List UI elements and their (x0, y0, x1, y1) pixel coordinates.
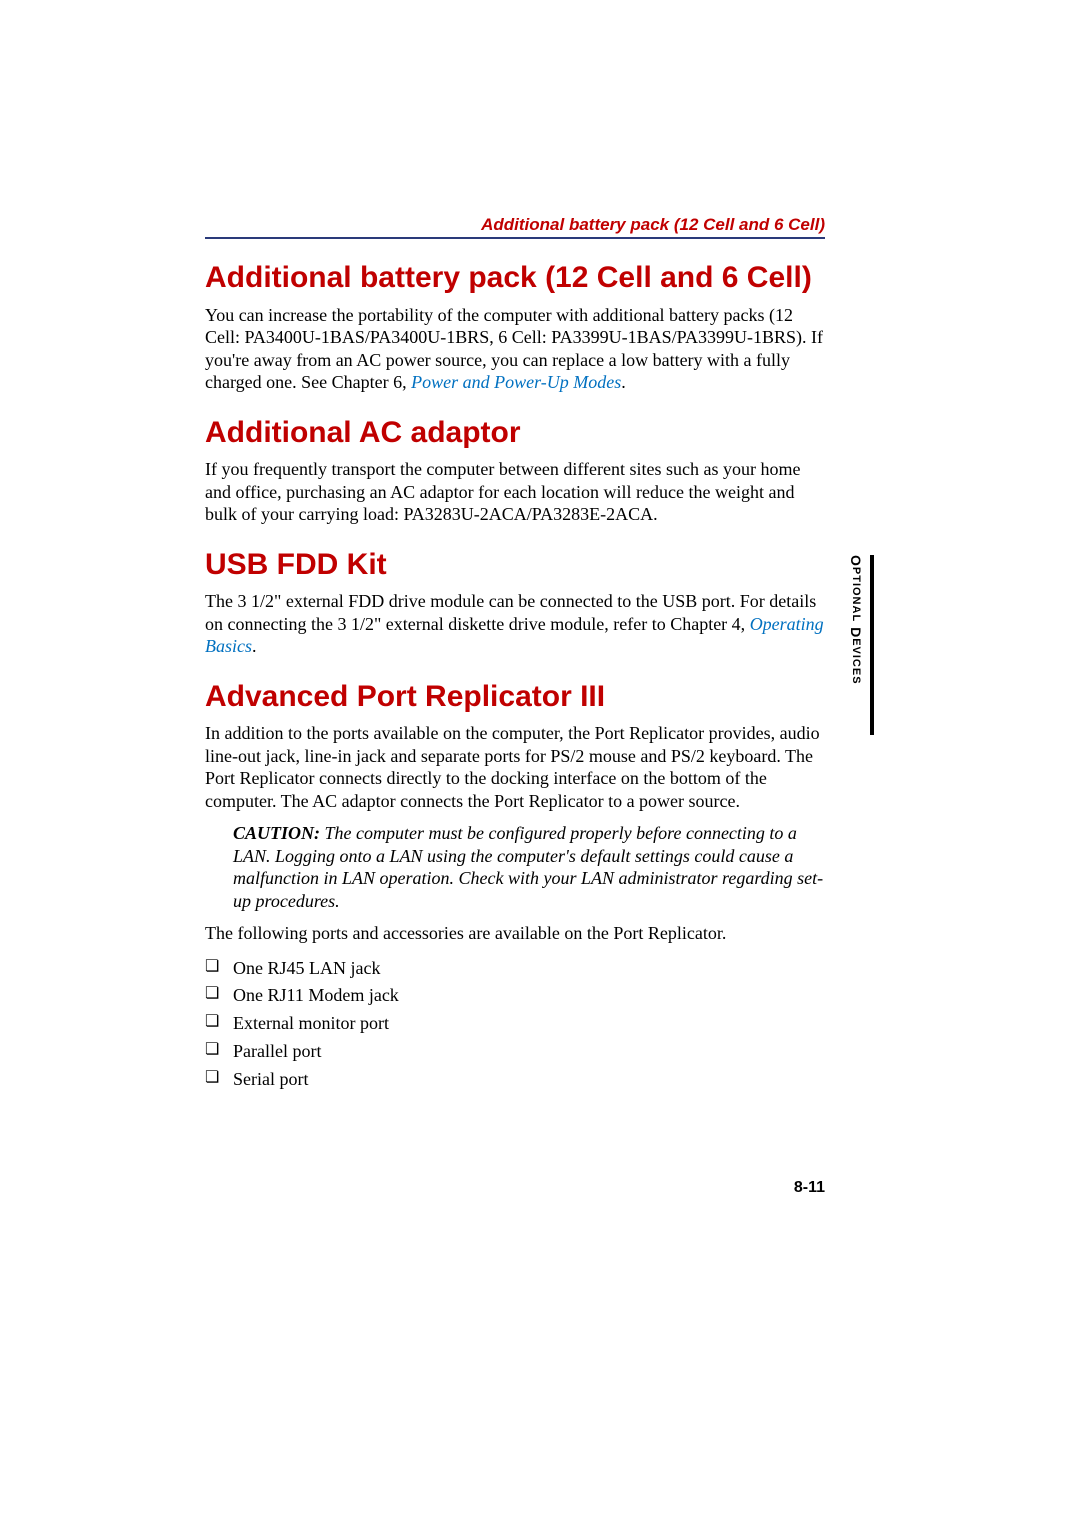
caution-block: CAUTION: The computer must be configured… (233, 822, 825, 912)
page-number: 8-11 (794, 1179, 825, 1197)
text-fragment: EVICES (850, 638, 862, 684)
paragraph-ac: If you frequently transport the computer… (205, 458, 825, 526)
caution-label: CAUTION: (233, 823, 320, 843)
caution-body: The computer must be configured properly… (233, 823, 823, 911)
heading-usb-fdd: USB FDD Kit (205, 548, 825, 583)
text-fragment: O (848, 555, 864, 567)
list-item: One RJ45 LAN jack (205, 955, 825, 983)
list-item: Serial port (205, 1066, 825, 1094)
list-item: One RJ11 Modem jack (205, 982, 825, 1010)
list-item: External monitor port (205, 1010, 825, 1038)
document-page: Additional battery pack (12 Cell and 6 C… (205, 215, 825, 1094)
running-header: Additional battery pack (12 Cell and 6 C… (205, 215, 825, 239)
text-fragment: . (621, 372, 626, 392)
paragraph-fdd: The 3 1/2" external FDD drive module can… (205, 590, 825, 658)
side-tab-label: OPTIONAL DEVICES (848, 555, 864, 685)
text-fragment: . (252, 636, 257, 656)
heading-battery-pack: Additional battery pack (12 Cell and 6 C… (205, 261, 825, 296)
side-tab: OPTIONAL DEVICES (848, 555, 874, 735)
text-fragment: PTIONAL (850, 567, 862, 622)
paragraph-ports-intro: The following ports and accessories are … (205, 922, 825, 945)
text-fragment: The 3 1/2" external FDD drive module can… (205, 591, 816, 634)
paragraph-battery: You can increase the portability of the … (205, 304, 825, 394)
heading-port-replicator: Advanced Port Replicator III (205, 680, 825, 715)
ports-list: One RJ45 LAN jack One RJ11 Modem jack Ex… (205, 955, 825, 1094)
paragraph-replicator: In addition to the ports available on th… (205, 722, 825, 812)
text-fragment: D (848, 627, 864, 638)
list-item: Parallel port (205, 1038, 825, 1066)
link-power-modes[interactable]: Power and Power-Up Modes (411, 372, 621, 392)
heading-ac-adaptor: Additional AC adaptor (205, 416, 825, 451)
